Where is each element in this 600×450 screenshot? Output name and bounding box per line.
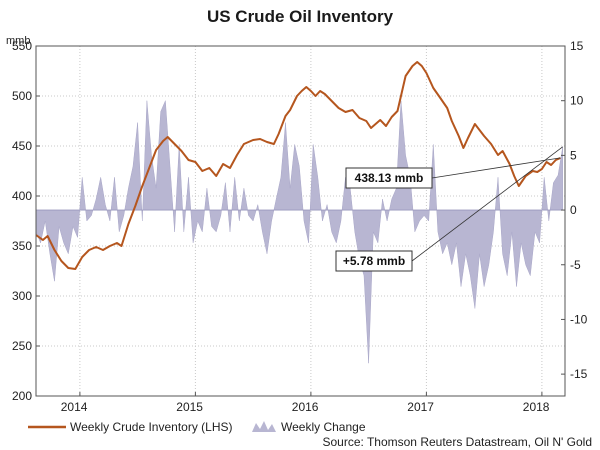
annotation-box: [335, 250, 413, 272]
left-tick-label: 250: [12, 339, 32, 353]
x-tick-label: 2015: [176, 400, 203, 414]
right-tick-label: 5: [570, 148, 577, 162]
legend-change-label: Weekly Change: [281, 420, 366, 434]
x-tick-label: 2017: [407, 400, 434, 414]
x-tick-label: 2014: [61, 400, 88, 414]
annotation-box: [345, 167, 433, 189]
legend-inventory-label: Weekly Crude Inventory (LHS): [70, 420, 233, 434]
annotation-leader: [431, 157, 561, 179]
inventory-polyline: [35, 61, 561, 270]
chart-title: US Crude Oil Inventory: [207, 7, 394, 26]
left-tick-label: 200: [12, 389, 32, 403]
legend-change-swatch: [252, 421, 276, 432]
right-tick-label: -10: [570, 312, 588, 326]
x-tick-label: 2016: [292, 400, 319, 414]
weekly-change-fill: [35, 100, 563, 364]
annotations: 438.13 mmb +5.78 mmb: [335, 146, 563, 272]
plot-frame: [35, 45, 566, 397]
right-tick-label: 0: [570, 203, 577, 217]
source-note: Source: Thomson Reuters Datastream, Oil …: [322, 435, 592, 449]
right-tick-label: -15: [570, 367, 588, 381]
inventory-line: [35, 61, 561, 270]
annotation-label: +5.78 mmb: [343, 254, 405, 268]
left-tick-label: 550: [12, 39, 32, 53]
right-axis-ticks: -15 -10 -5 0 5 10 15: [561, 39, 588, 381]
left-tick-label: 300: [12, 289, 32, 303]
x-axis-ticks: 2014 2015 2016 2017 2018: [61, 392, 550, 414]
legend: Weekly Crude Inventory (LHS) Weekly Chan…: [28, 420, 366, 434]
left-axis-ticks: 200 250 300 350 400 450 500 550: [12, 39, 40, 403]
right-tick-label: -5: [570, 258, 581, 272]
left-tick-label: 450: [12, 139, 32, 153]
annotation-leader: [411, 146, 563, 262]
annotation-label: 438.13 mmb: [355, 171, 424, 185]
right-tick-label: 10: [570, 94, 584, 108]
weekly-change-area: [35, 100, 565, 364]
x-tick-label: 2018: [523, 400, 550, 414]
left-tick-label: 350: [12, 239, 32, 253]
left-tick-label: 400: [12, 189, 32, 203]
right-tick-label: 15: [570, 39, 584, 53]
left-axis-unit: mmb: [6, 35, 30, 47]
left-tick-label: 500: [12, 89, 32, 103]
